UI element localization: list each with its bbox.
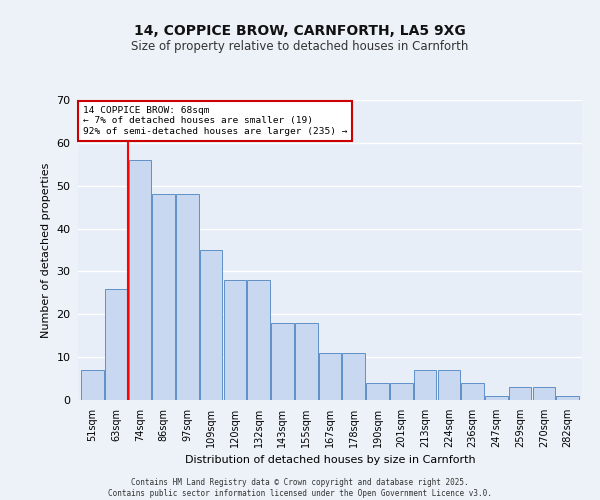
Bar — [247, 280, 270, 400]
Text: 14 COPPICE BROW: 68sqm
← 7% of detached houses are smaller (19)
92% of semi-deta: 14 COPPICE BROW: 68sqm ← 7% of detached … — [83, 106, 347, 136]
Bar — [295, 323, 317, 400]
Bar — [176, 194, 199, 400]
Bar — [485, 396, 508, 400]
Bar — [200, 250, 223, 400]
Bar — [414, 370, 436, 400]
Bar — [81, 370, 104, 400]
Bar — [319, 353, 341, 400]
Text: Contains HM Land Registry data © Crown copyright and database right 2025.
Contai: Contains HM Land Registry data © Crown c… — [108, 478, 492, 498]
Y-axis label: Number of detached properties: Number of detached properties — [41, 162, 50, 338]
Bar — [556, 396, 579, 400]
Bar — [152, 194, 175, 400]
Bar — [366, 383, 389, 400]
Bar — [509, 387, 532, 400]
Bar — [390, 383, 413, 400]
Text: Size of property relative to detached houses in Carnforth: Size of property relative to detached ho… — [131, 40, 469, 53]
Bar — [437, 370, 460, 400]
Bar — [271, 323, 294, 400]
Bar — [128, 160, 151, 400]
X-axis label: Distribution of detached houses by size in Carnforth: Distribution of detached houses by size … — [185, 456, 475, 466]
Bar — [105, 288, 127, 400]
Bar — [533, 387, 555, 400]
Bar — [461, 383, 484, 400]
Bar — [224, 280, 246, 400]
Bar — [343, 353, 365, 400]
Text: 14, COPPICE BROW, CARNFORTH, LA5 9XG: 14, COPPICE BROW, CARNFORTH, LA5 9XG — [134, 24, 466, 38]
